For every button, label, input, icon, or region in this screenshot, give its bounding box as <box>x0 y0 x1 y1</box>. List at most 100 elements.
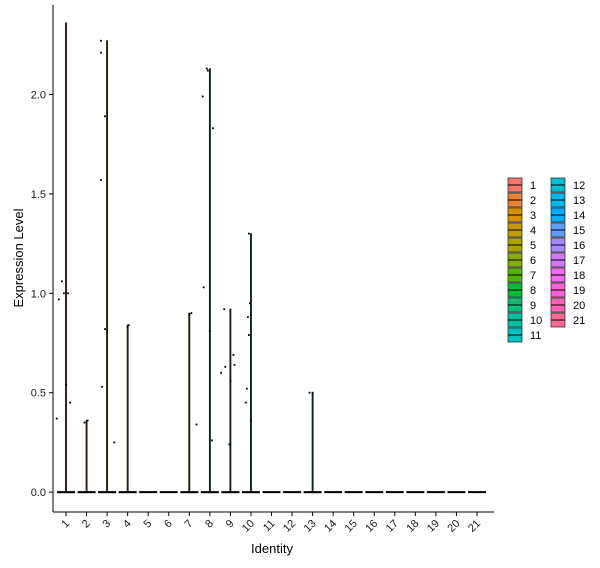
data-point <box>100 39 102 42</box>
x-tick-label: 4 <box>121 518 134 531</box>
x-tick-label: 20 <box>445 518 462 535</box>
violin-3 <box>98 39 117 494</box>
legend-item-1: 1 <box>507 177 536 193</box>
violin-shape-10 <box>241 233 261 494</box>
x-tick-label: 3 <box>100 518 113 531</box>
legend-label-5: 5 <box>530 240 536 252</box>
violin-base-21 <box>468 491 486 494</box>
legend-label-3: 3 <box>530 210 536 222</box>
violin-7 <box>180 312 199 494</box>
data-point <box>126 326 129 328</box>
legend-item-15: 15 <box>550 222 585 238</box>
violin-base-13 <box>303 491 322 494</box>
legend-label-21: 21 <box>573 315 585 327</box>
data-point <box>244 401 247 404</box>
x-tick-label: 2 <box>80 518 93 531</box>
x-tick-label: 7 <box>183 518 196 531</box>
x-tick-label: 9 <box>224 518 237 531</box>
x-tick-label: 17 <box>384 518 401 535</box>
violin-14 <box>324 491 343 494</box>
data-point <box>212 127 214 130</box>
violin-2 <box>77 419 96 494</box>
y-axis-ticks: 0.0 0.5 1.0 1.5 2.0 <box>31 89 53 499</box>
data-point <box>86 419 89 422</box>
violin-base-8 <box>200 491 219 494</box>
data-point <box>127 324 130 327</box>
data-point <box>104 115 106 118</box>
legend-label-15: 15 <box>573 225 585 237</box>
violin-base-19 <box>426 491 445 494</box>
legend-item-17: 17 <box>550 252 585 268</box>
data-point <box>229 379 232 382</box>
legend-item-7: 7 <box>507 267 536 283</box>
data-point <box>65 383 67 386</box>
legend-label-10: 10 <box>530 315 542 327</box>
violin-5 <box>139 491 158 494</box>
violin-shape-8 <box>200 68 219 494</box>
legend-label-11: 11 <box>530 330 541 342</box>
data-point <box>101 385 103 388</box>
legend-item-9: 9 <box>507 297 536 313</box>
data-point <box>190 312 193 315</box>
x-tick-label: 15 <box>343 518 360 535</box>
legend-item-16: 16 <box>550 237 585 253</box>
violin-base-2 <box>77 491 96 494</box>
data-point <box>63 292 65 295</box>
y-tick-label: 0.0 <box>31 487 46 499</box>
data-point <box>224 365 227 368</box>
violin-10 <box>241 232 261 494</box>
data-point <box>83 421 86 424</box>
violin-base-14 <box>324 491 343 494</box>
legend-label-14: 14 <box>573 210 585 222</box>
data-point <box>250 419 252 422</box>
violin-base-9 <box>221 491 240 494</box>
data-point <box>69 401 72 404</box>
data-point <box>60 280 63 283</box>
data-point <box>100 51 102 54</box>
x-tick-label: 18 <box>404 518 421 535</box>
data-point <box>67 292 69 295</box>
legend-label-16: 16 <box>573 240 585 252</box>
violin-17 <box>385 491 404 494</box>
legend-item-21: 21 <box>550 312 585 328</box>
legend-item-12: 12 <box>550 177 585 193</box>
violin-8 <box>200 67 219 494</box>
legend-item-2: 2 <box>507 192 536 208</box>
legend-item-14: 14 <box>550 207 585 223</box>
data-point <box>247 334 250 336</box>
x-tick-label: 5 <box>142 518 155 531</box>
data-point <box>208 330 211 332</box>
legend-item-20: 20 <box>550 297 585 313</box>
x-axis-title: Identity <box>251 541 293 556</box>
violin-13 <box>303 391 322 494</box>
x-axis-ticks: 1 2 3 4 5 6 7 8 9 10 11 12 13 14 15 16 17 18 19 20 21 <box>59 512 483 535</box>
data-point <box>202 286 205 289</box>
violin-shape-9 <box>221 308 240 494</box>
legend-label-7: 7 <box>530 270 536 282</box>
data-point <box>308 391 311 394</box>
violin-shape-2 <box>77 420 96 494</box>
x-tick-label: 12 <box>281 518 298 535</box>
data-point <box>57 298 60 301</box>
violin-base-11 <box>262 491 281 494</box>
data-point <box>245 387 248 390</box>
violin-base-10 <box>241 491 260 494</box>
data-point <box>100 179 102 181</box>
violin-base-7 <box>180 491 199 494</box>
data-point <box>246 316 249 319</box>
legend-label-19: 19 <box>573 285 585 297</box>
data-point <box>311 391 314 394</box>
legend-item-13: 13 <box>550 192 585 208</box>
y-axis-title: Expression Level <box>11 208 26 307</box>
data-point <box>211 439 213 442</box>
violin-shape-4 <box>118 324 137 494</box>
legend-label-2: 2 <box>530 195 536 207</box>
violin-base-20 <box>447 491 466 494</box>
x-tick-label: 13 <box>302 518 319 535</box>
legend-label-9: 9 <box>530 300 536 312</box>
legend-label-12: 12 <box>573 180 585 192</box>
plot-area <box>55 22 486 494</box>
legend-item-11: 11 <box>507 327 541 343</box>
violin-18 <box>406 491 425 494</box>
violin-base-5 <box>139 491 158 494</box>
